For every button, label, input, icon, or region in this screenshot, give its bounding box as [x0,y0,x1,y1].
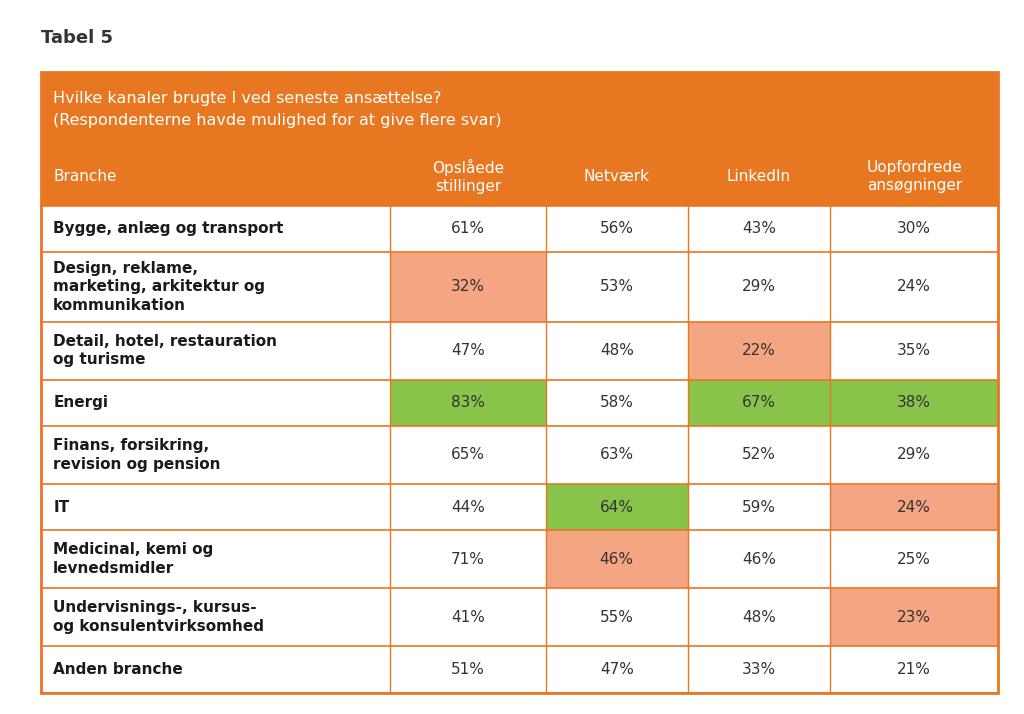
Text: Netværk: Netværk [584,169,649,183]
Text: 53%: 53% [600,279,634,294]
Text: 65%: 65% [451,448,485,463]
Text: 43%: 43% [742,221,776,236]
Text: 48%: 48% [600,343,634,358]
Text: 41%: 41% [451,610,484,625]
Text: 44%: 44% [451,500,484,515]
Text: 38%: 38% [897,396,931,411]
Text: Uopfordrede
ansøgninger: Uopfordrede ansøgninger [866,159,963,193]
Text: 59%: 59% [742,500,776,515]
Text: 30%: 30% [897,221,931,236]
Text: 47%: 47% [600,662,634,677]
Text: Energi: Energi [53,396,109,411]
Text: Design, reklame,
marketing, arkitektur og
kommunikation: Design, reklame, marketing, arkitektur o… [53,261,265,313]
Text: 32%: 32% [451,279,485,294]
Text: 61%: 61% [451,221,485,236]
Text: 58%: 58% [600,396,634,411]
Text: 35%: 35% [897,343,931,358]
Text: 63%: 63% [600,448,634,463]
Text: Tabel 5: Tabel 5 [41,29,113,46]
Text: 33%: 33% [742,662,776,677]
Text: 56%: 56% [600,221,634,236]
Text: Anden branche: Anden branche [53,662,183,677]
Text: 25%: 25% [897,552,931,567]
Text: 51%: 51% [451,662,484,677]
Text: Detail, hotel, restauration
og turisme: Detail, hotel, restauration og turisme [53,334,278,368]
Text: 67%: 67% [742,396,776,411]
Text: 55%: 55% [600,610,634,625]
Text: Medicinal, kemi og
levnedsmidler: Medicinal, kemi og levnedsmidler [53,543,213,576]
Text: Bygge, anlæg og transport: Bygge, anlæg og transport [53,221,284,236]
Text: 46%: 46% [600,552,634,567]
Text: 21%: 21% [897,662,931,677]
Text: 46%: 46% [742,552,776,567]
Text: LinkedIn: LinkedIn [727,169,792,183]
Text: 83%: 83% [451,396,485,411]
Text: Branche: Branche [53,169,117,183]
Text: 22%: 22% [742,343,776,358]
Text: 29%: 29% [742,279,776,294]
Text: 48%: 48% [742,610,776,625]
Text: 24%: 24% [897,279,931,294]
Text: IT: IT [53,500,70,515]
Text: 52%: 52% [742,448,776,463]
Text: 23%: 23% [897,610,931,625]
Text: Hvilke kanaler brugte I ved seneste ansættelse?
(Respondenterne havde mulighed f: Hvilke kanaler brugte I ved seneste ansæ… [53,91,502,128]
Text: 64%: 64% [600,500,634,515]
Text: 29%: 29% [897,448,931,463]
Text: Opslåede
stillinger: Opslåede stillinger [432,159,504,194]
Text: 24%: 24% [897,500,931,515]
Text: Finans, forsikring,
revision og pension: Finans, forsikring, revision og pension [53,438,221,472]
Text: 47%: 47% [451,343,484,358]
Text: Undervisnings-, kursus-
og konsulentvirksomhed: Undervisnings-, kursus- og konsulentvirk… [53,600,264,634]
Text: 71%: 71% [451,552,484,567]
